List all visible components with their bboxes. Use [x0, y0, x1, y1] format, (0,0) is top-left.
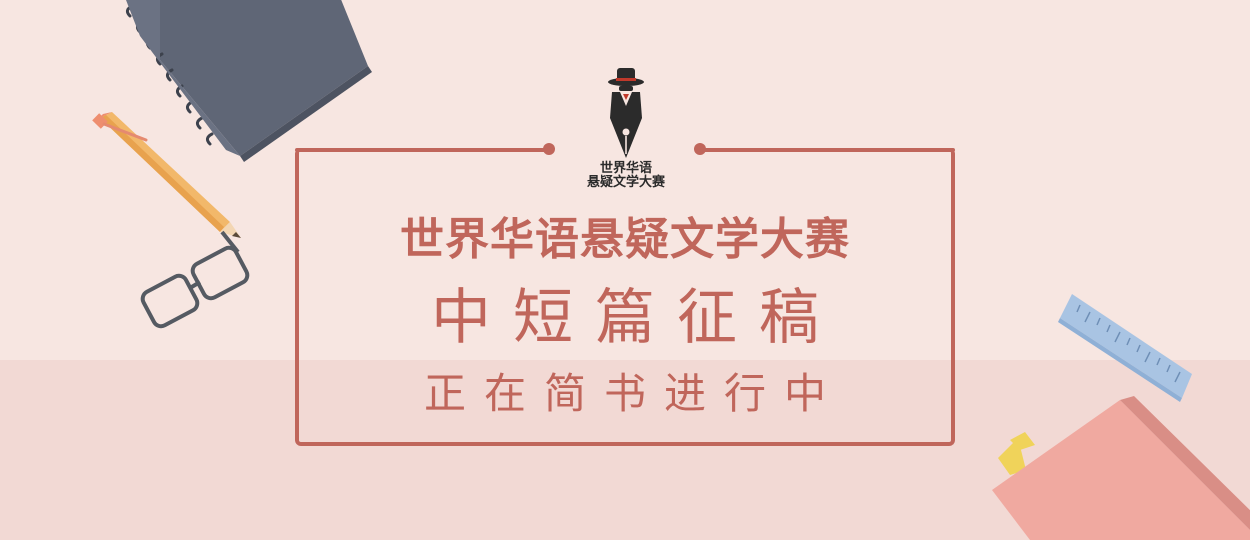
- headline-frame: [295, 148, 955, 446]
- banner-subtitle: 中短篇征稿: [431, 283, 841, 353]
- logo-text-line1: 世界华语: [599, 161, 652, 176]
- frame-top-left-line: [295, 148, 549, 152]
- book-icon: [992, 396, 1250, 540]
- glasses-icon: [140, 230, 250, 329]
- frame-dot-right: [694, 143, 706, 155]
- logo-text-line2: 悬疑文学大赛: [586, 175, 665, 190]
- frame-dot-left: [543, 143, 555, 155]
- frame-top-right-line: [700, 148, 955, 152]
- detective-pen-icon: [608, 68, 644, 158]
- banner-title: 世界华语悬疑文学大赛: [400, 214, 850, 265]
- ruler-icon: [1058, 294, 1192, 402]
- pencil-icon: [92, 112, 241, 238]
- spiral-notebook-icon: [125, 0, 372, 162]
- banner-tagline: 正在简书进行中: [423, 369, 844, 418]
